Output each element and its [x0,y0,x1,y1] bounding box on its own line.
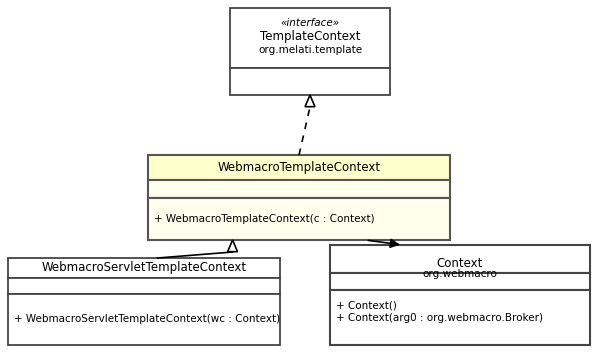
Bar [148,180,450,198]
Text: + Context(): + Context() [336,300,397,310]
Text: + Context(arg0 : org.webmacro.Broker): + Context(arg0 : org.webmacro.Broker) [336,313,543,323]
Text: + WebmacroTemplateContext(c : Context): + WebmacroTemplateContext(c : Context) [154,214,375,224]
Bar [148,155,450,180]
Bar [148,198,450,240]
Text: TemplateContext: TemplateContext [260,30,360,43]
Bar [330,273,590,290]
Bar [8,278,280,294]
Text: org.webmacro: org.webmacro [423,269,497,279]
Text: WebmacroServletTemplateContext: WebmacroServletTemplateContext [41,262,247,274]
Bar [8,258,280,278]
Text: Context: Context [437,257,483,270]
Text: + WebmacroServletTemplateContext(wc : Context): + WebmacroServletTemplateContext(wc : Co… [14,315,280,324]
Bar [8,294,280,345]
Polygon shape [305,95,315,107]
Bar [330,245,590,273]
Bar [230,8,390,68]
Text: «interface»: «interface» [281,18,340,28]
Bar [230,68,390,95]
Text: WebmacroTemplateContext: WebmacroTemplateContext [217,161,380,174]
Bar [330,290,590,345]
Text: org.melati.template: org.melati.template [258,45,362,55]
Polygon shape [227,240,238,252]
